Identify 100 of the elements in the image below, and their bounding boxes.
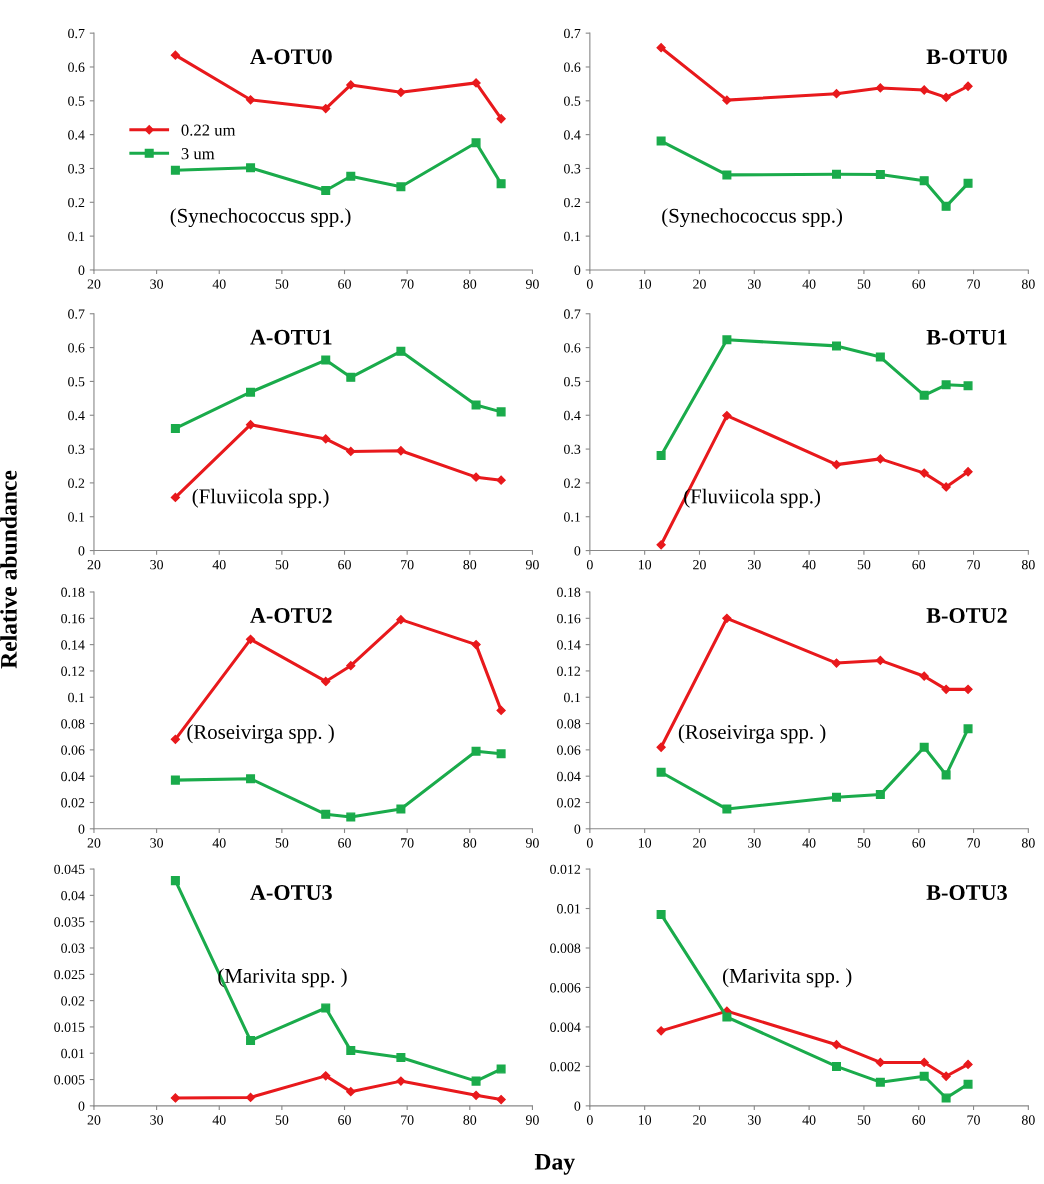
x-tick-label: 80 [1021,559,1035,570]
annotation: (Marivita spp. ) [723,968,852,988]
x-tick-label: 0 [586,838,593,848]
x-tick-label: 20 [87,559,101,570]
point [941,1093,951,1103]
y-tick-label: 0.04 [61,771,85,782]
point [321,809,331,819]
y-tick-label: 0.035 [54,917,85,927]
y-tick-label: 0.03 [61,943,85,954]
y-tick-label: 0.12 [61,666,85,676]
point [875,790,885,800]
x-tick-label: 20 [87,838,101,848]
y-tick-label: 0.5 [564,377,581,387]
annotation: (Roseivirga spp. ) [187,724,334,744]
point [346,372,356,382]
y-tick-label: 0.006 [550,983,581,993]
x-tick-label: 20 [693,279,706,289]
point [919,1071,929,1081]
y-tick-label: 0.06 [61,745,85,755]
y-tick-label: 0.008 [550,943,581,954]
x-tick-label: 10 [638,279,652,289]
point [396,615,406,625]
x-tick-label: 20 [87,1115,101,1125]
legend-label: 0.22 um [181,124,236,136]
point [941,482,951,492]
x-tick-label: 20 [693,1115,706,1125]
point [471,1090,481,1100]
x-tick-label: 50 [275,838,289,848]
x-tick-label: 20 [87,279,101,289]
point [346,1087,356,1097]
point [919,742,929,752]
x-tick-label: 60 [338,838,351,848]
point [656,136,666,146]
y-tick-label: 0.18 [61,587,85,598]
point [170,492,181,503]
y-tick-label: 0.16 [557,613,581,624]
point [722,804,732,814]
y-axis-title: Relative abundance [0,470,17,669]
x-tick-label: 50 [857,559,871,570]
point [245,95,256,105]
y-tick-label: 0.12 [557,666,581,676]
y-tick-label: 0 [78,824,85,834]
x-tick-label: 60 [338,559,351,570]
x-tick-label: 0 [586,1115,593,1125]
point [321,103,331,114]
point [396,446,406,456]
x-tick-label: 60 [912,559,926,570]
point [346,812,356,822]
y-tick-label: 0.7 [564,309,581,319]
point [919,468,929,478]
x-tick-label: 80 [1021,1115,1035,1125]
y-tick-label: 0.04 [61,890,85,901]
x-axis-title: Day [534,1154,575,1175]
point [396,1076,406,1086]
point [963,467,973,477]
x-tick-label: 40 [212,1115,226,1125]
point [245,634,256,644]
x-tick-label: 0 [586,279,593,289]
point [496,114,506,124]
point [875,170,885,180]
y-tick-label: 0.045 [54,864,85,875]
y-tick-label: 0.1 [564,231,580,242]
y-tick-label: 0.6 [68,343,85,353]
point [170,423,180,433]
point [963,1079,973,1089]
point [321,1003,331,1013]
x-tick-label: 70 [401,559,414,570]
y-tick-label: 0.5 [68,377,85,387]
point [396,1052,406,1062]
point [656,909,666,919]
y-tick-label: 0.2 [564,197,581,208]
x-tick-label: 70 [401,1115,414,1125]
point [471,78,481,88]
y-tick-label: 0.6 [564,343,581,353]
point [919,671,929,681]
point [170,876,180,886]
point [346,446,356,457]
y-tick-label: 0.5 [68,96,85,106]
y-tick-label: 0.06 [557,745,581,755]
point [496,1094,506,1105]
point [941,201,951,211]
text: B-OTU0 [926,49,1007,65]
x-tick-label: 30 [150,838,164,848]
x-tick-label: 80 [463,1115,477,1125]
point [831,658,842,668]
point [170,165,180,175]
annotation: (Synechococcus spp.) [662,208,843,228]
text: B-OTU3 [926,885,1007,901]
point [396,346,406,356]
x-tick-label: 80 [463,838,477,848]
point [941,684,951,694]
x-tick-label: 20 [693,559,706,570]
point [496,179,506,189]
annotation: (Fluviicola spp.) [684,488,821,508]
point [656,767,666,777]
y-tick-label: 0 [78,265,85,275]
point [831,341,842,351]
point [471,472,481,482]
annotation: (Roseivirga spp. ) [678,724,826,744]
x-tick-label: 70 [967,838,980,848]
